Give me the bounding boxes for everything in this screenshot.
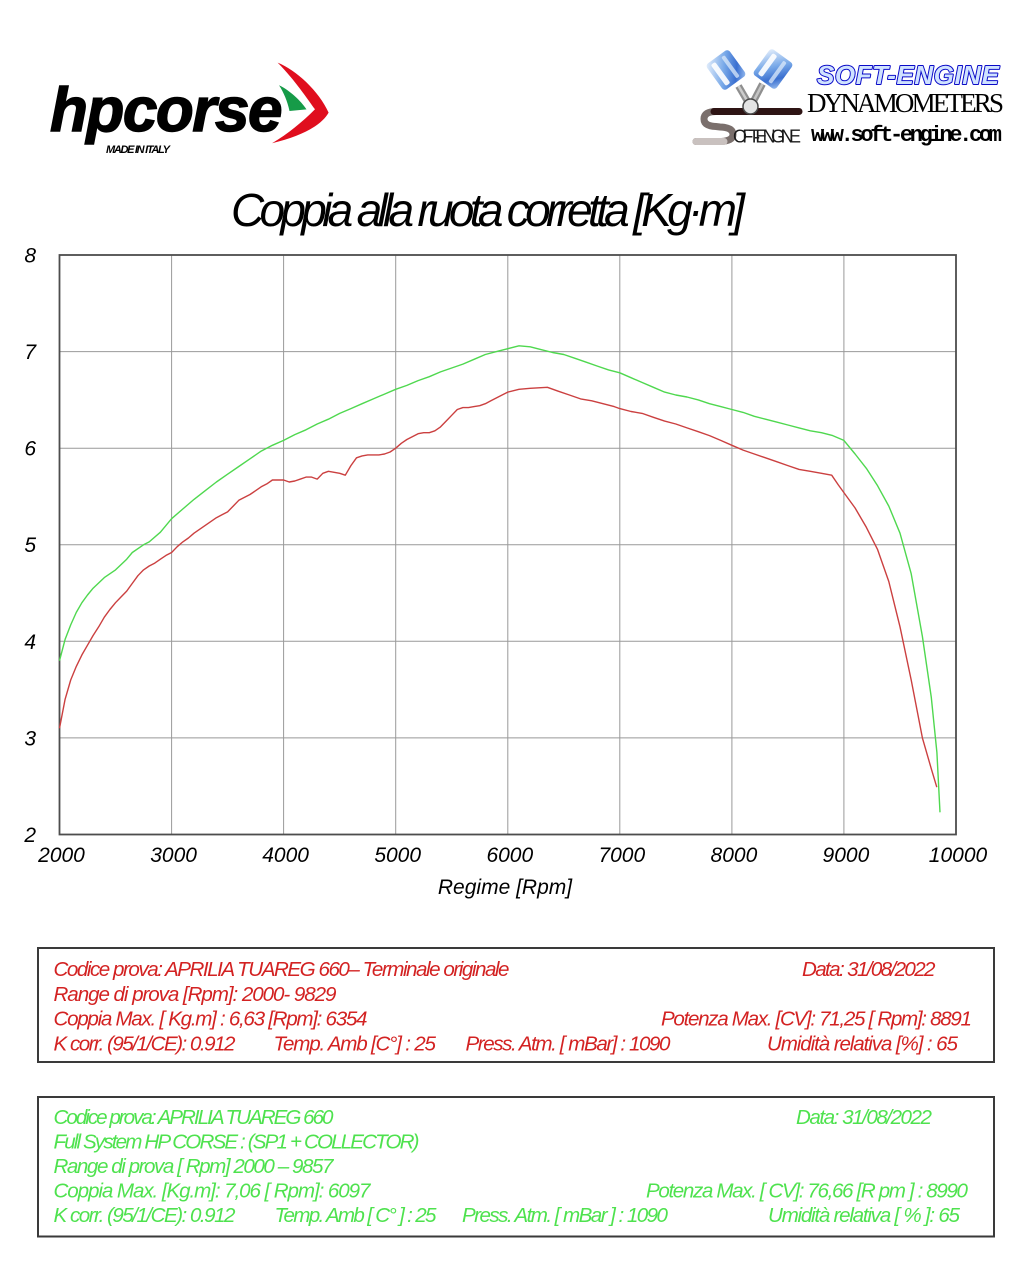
- svg-text:Temp. Amb [ C° ] : 25: Temp. Amb [ C° ] : 25: [275, 1204, 438, 1227]
- svg-text:Umidità relativa [ % ]: 65: Umidità relativa [ % ]: 65: [768, 1204, 961, 1227]
- svg-text:10000: 10000: [929, 844, 988, 867]
- svg-text:4000: 4000: [262, 844, 309, 867]
- svg-text:5: 5: [24, 534, 36, 557]
- svg-text:Range di prova [ Rpm] 2000 –: Range di prova [ Rpm] 2000 – 9857: [54, 1155, 336, 1178]
- svg-text:MADE IN ITALY: MADE IN ITALY: [106, 144, 172, 156]
- svg-text:Data: 31/08/2022: Data: 31/08/2022: [802, 958, 936, 981]
- svg-text:Codice prova: APRILIA TUAREG 6: Codice prova: APRILIA TUAREG 660– Termin…: [54, 958, 510, 981]
- svg-text:Temp. Amb [C°] : 25: Temp. Amb [C°] : 25: [274, 1032, 437, 1055]
- svg-text:Press. Atm. [ mBar] : 1090: Press. Atm. [ mBar] : 1090: [466, 1032, 672, 1055]
- svg-text:7000: 7000: [598, 844, 645, 867]
- svg-text:5000: 5000: [374, 844, 421, 867]
- svg-text:6: 6: [24, 438, 36, 461]
- svg-text:K corr. (95/1/CE): 0.912: K corr. (95/1/CE): 0.912: [54, 1032, 237, 1055]
- svg-text:7: 7: [24, 341, 37, 364]
- svg-text:3: 3: [24, 727, 36, 750]
- svg-text:9000: 9000: [823, 844, 870, 867]
- svg-text:hpcorse: hpcorse: [50, 76, 281, 145]
- svg-text:2: 2: [23, 824, 36, 847]
- svg-text:Regime [Rpm]: Regime [Rpm]: [438, 876, 573, 899]
- svg-text:www.soft-engine.com: www.soft-engine.com: [811, 123, 1002, 148]
- svg-text:SOFT-ENGINE: SOFT-ENGINE: [817, 60, 1000, 90]
- svg-text:2000: 2000: [37, 844, 85, 867]
- svg-text:3000: 3000: [150, 844, 197, 867]
- svg-text:Coppia alla ruota corretta [Kg: Coppia alla ruota corretta [Kg·m]: [231, 184, 746, 236]
- svg-text:Coppia Max. [Kg.m]: 7,06 [: Coppia Max. [Kg.m]: 7,06 [ Rpm]: 6097: [54, 1180, 373, 1203]
- svg-text:OFT-ENGINE: OFT-ENGINE: [733, 127, 801, 147]
- svg-text:8000: 8000: [711, 844, 758, 867]
- svg-text:Coppia Max. [ Kg.m] : 6,63 [R: Coppia Max. [ Kg.m] : 6,63 [Rpm]: 6354: [54, 1008, 368, 1031]
- svg-text:K corr. (95/1/CE): 0.912: K corr. (95/1/CE): 0.912: [54, 1204, 237, 1227]
- svg-text:Press. Atm. [ mBar ] : 1090: Press. Atm. [ mBar ] : 1090: [462, 1204, 669, 1227]
- svg-text:DYNAMOMETERS: DYNAMOMETERS: [807, 88, 1004, 118]
- svg-text:6000: 6000: [486, 844, 533, 867]
- svg-text:4: 4: [24, 631, 36, 654]
- svg-text:Potenza Max. [CV]: 71,25 [: Potenza Max. [CV]: 71,25 [ Rpm]: 8891: [661, 1008, 972, 1031]
- svg-text:Potenza Max. [ CV]: 76,66: Potenza Max. [ CV]: 76,66 [R pm ] : 8990: [646, 1180, 969, 1203]
- svg-text:Range di prova [Rpm]: 2000- 9: Range di prova [Rpm]: 2000- 9829: [54, 983, 338, 1006]
- svg-text:Full System HP CORSE : (SP1: Full System HP CORSE : (SP1 + COLLECTOR): [54, 1131, 420, 1154]
- svg-text:Data: 31/08/2022: Data: 31/08/2022: [796, 1106, 933, 1129]
- svg-text:Codice prova: APRILIA TUAREG 6: Codice prova: APRILIA TUAREG 660: [54, 1106, 335, 1129]
- svg-text:8: 8: [24, 245, 36, 268]
- svg-text:Umidità relativa [%] : 65: Umidità relativa [%] : 65: [767, 1032, 959, 1055]
